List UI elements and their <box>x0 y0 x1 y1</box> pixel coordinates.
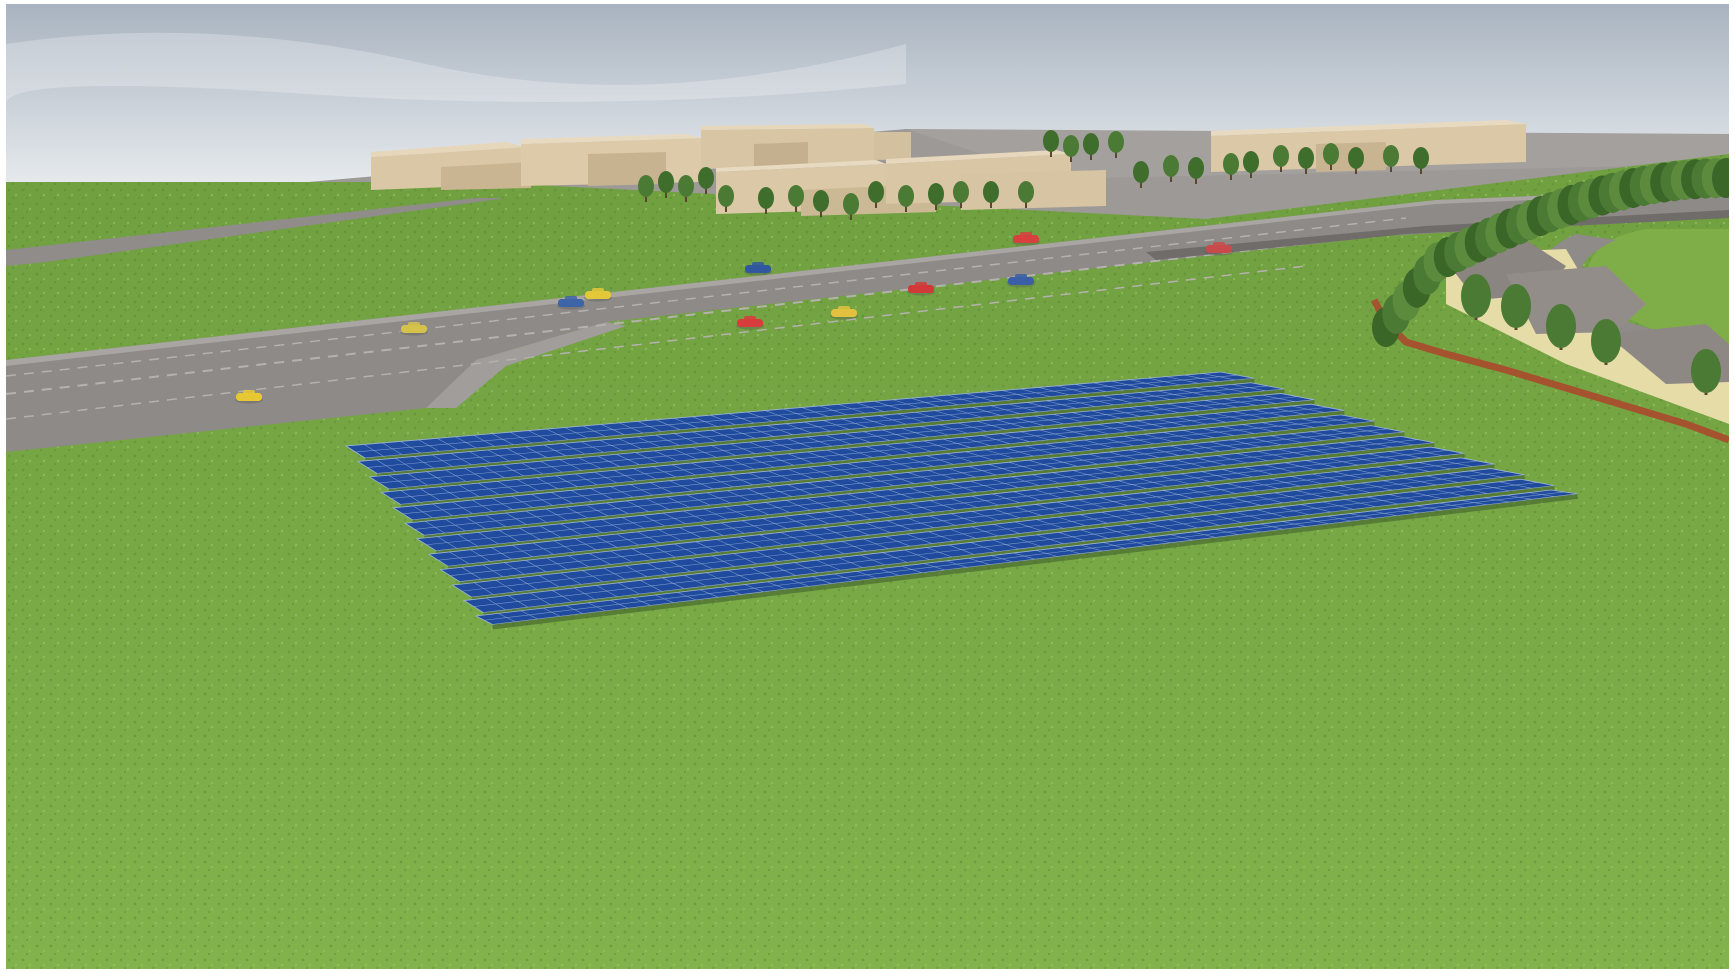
tree <box>953 181 969 208</box>
vehicle <box>557 296 585 310</box>
vehicles <box>235 232 1233 404</box>
tree-row <box>638 130 1429 220</box>
tree <box>1083 133 1099 160</box>
solar-array <box>344 371 1578 630</box>
cloud-streaks <box>6 32 906 104</box>
tree <box>1223 153 1239 180</box>
service-road <box>6 198 506 266</box>
tree <box>698 167 714 194</box>
vehicle <box>830 306 858 320</box>
lane-divider <box>6 265 1307 420</box>
tree <box>843 193 859 220</box>
highway-retaining-wall <box>1146 210 1729 260</box>
residential-area <box>1436 229 1729 424</box>
lane-divider <box>6 231 1407 395</box>
tree <box>1298 147 1314 174</box>
tree <box>1691 349 1721 395</box>
highway <box>6 188 1729 452</box>
tree <box>1348 147 1364 174</box>
tree <box>1018 181 1034 208</box>
tree <box>1273 145 1289 172</box>
tree <box>1383 145 1399 172</box>
tree <box>813 190 829 217</box>
tree <box>1063 135 1079 162</box>
tree <box>1133 161 1149 188</box>
tree <box>1188 157 1204 184</box>
tree <box>1323 143 1339 170</box>
lane-divider <box>6 217 1407 377</box>
vehicle <box>400 322 428 336</box>
tree <box>898 185 914 212</box>
tree <box>1043 130 1059 157</box>
vehicle <box>235 390 263 404</box>
vehicle <box>736 316 764 330</box>
tree <box>718 185 734 212</box>
vehicle <box>1205 242 1233 256</box>
tree <box>1413 147 1429 174</box>
tree <box>1243 151 1259 178</box>
tree <box>983 181 999 208</box>
scene-canvas <box>6 4 1729 969</box>
tree <box>1546 304 1576 350</box>
tree <box>1591 319 1621 365</box>
vehicle <box>584 288 612 302</box>
tree <box>658 171 674 198</box>
tree <box>1712 158 1729 198</box>
tree <box>788 185 804 212</box>
tree <box>678 175 694 202</box>
tree <box>758 187 774 214</box>
rendered-scene <box>6 4 1729 969</box>
vehicle <box>907 282 935 296</box>
vehicle <box>1012 232 1040 246</box>
highway-ramp <box>426 322 626 408</box>
tree <box>1501 284 1531 330</box>
tree <box>1163 155 1179 182</box>
vehicle <box>1007 274 1035 288</box>
tree <box>868 181 884 208</box>
tree-line <box>1372 158 1729 395</box>
tree <box>638 175 654 202</box>
tree <box>1108 131 1124 158</box>
vehicle <box>744 262 772 276</box>
tree <box>1461 274 1491 320</box>
tree <box>928 183 944 210</box>
